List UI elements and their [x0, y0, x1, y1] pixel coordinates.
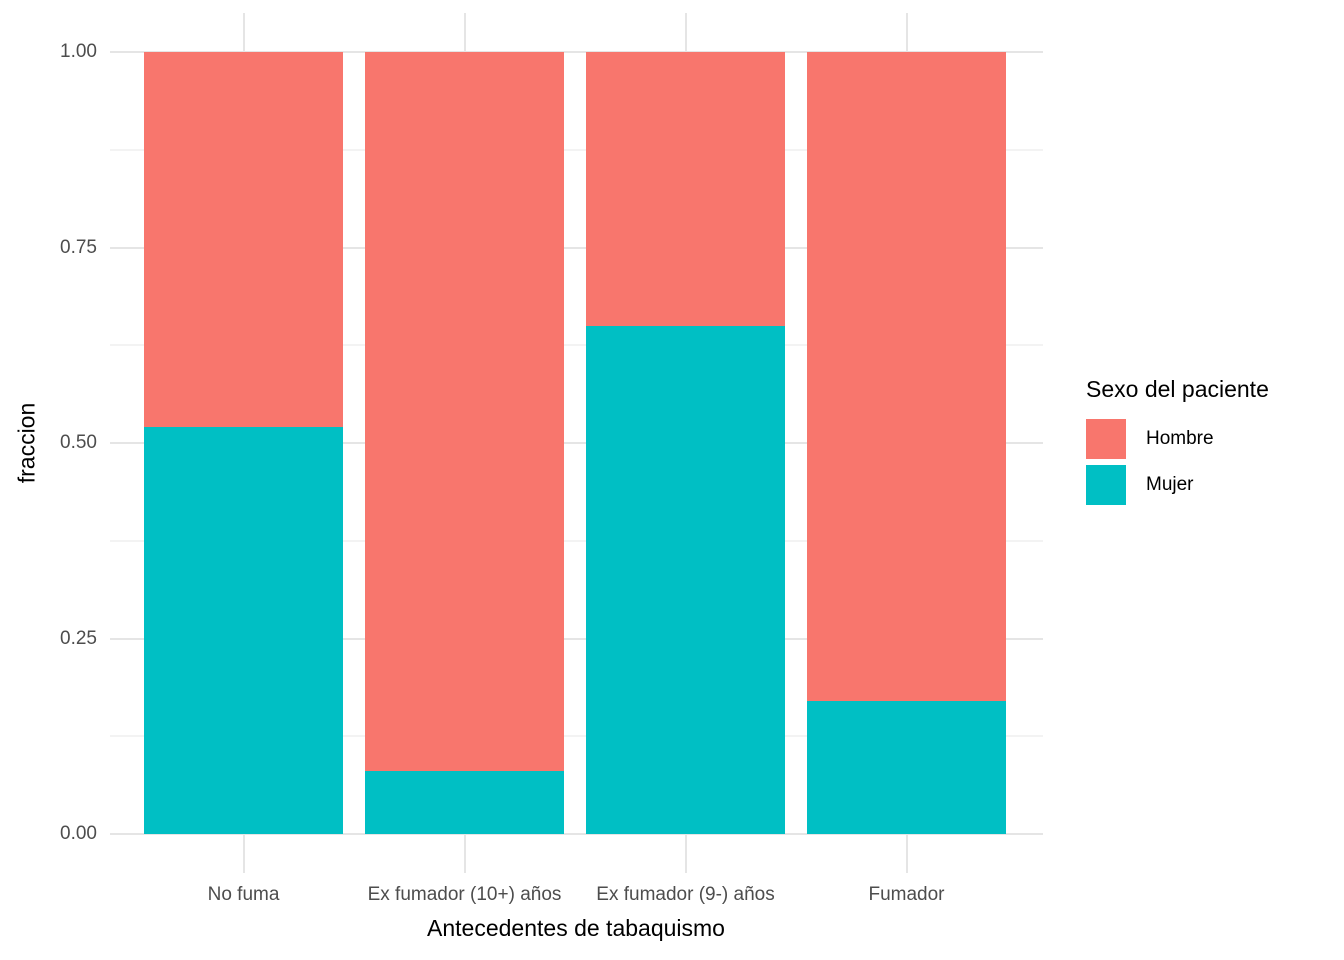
legend-key-swatch	[1086, 419, 1126, 459]
legend-label: Mujer	[1146, 474, 1194, 495]
legend-entries: Hombre Mujer	[1086, 419, 1269, 505]
bar-segment-hombre	[807, 52, 1006, 702]
y-tick-label: 1.00	[60, 41, 97, 62]
legend-key-swatch	[1086, 465, 1126, 505]
major-gridline	[110, 637, 1043, 640]
legend-entry: Mujer	[1086, 465, 1269, 505]
minor-gridline	[110, 344, 1043, 347]
plot-panel	[110, 13, 1043, 873]
x-tick-label: No fuma	[207, 884, 280, 905]
y-tick-label: 0.00	[60, 823, 97, 844]
bar-segment-mujer	[586, 325, 785, 834]
major-gridline	[110, 442, 1043, 444]
bar-segment-hombre	[586, 52, 785, 326]
bar-segment-hombre	[144, 52, 343, 428]
x-tick-label: Fumador	[868, 884, 945, 905]
minor-gridline	[110, 735, 1043, 738]
y-tick-label: 0.50	[60, 432, 97, 453]
y-tick-label: 0.25	[60, 627, 97, 649]
major-gridline	[110, 51, 1043, 53]
bar-segment-mujer	[365, 771, 564, 834]
major-gridline	[110, 246, 1043, 249]
legend-title: Sexo del paciente	[1086, 376, 1269, 402]
bar-segment-mujer	[144, 427, 343, 834]
y-tick-label: 0.75	[60, 236, 97, 258]
bar-segment-mujer	[807, 701, 1006, 834]
x-tick-label: Ex fumador (10+) años	[367, 884, 562, 905]
major-gridline	[110, 833, 1043, 835]
x-axis-title: Antecedentes de tabaquismo	[427, 915, 725, 941]
legend: Sexo del paciente Hombre Mujer	[1086, 376, 1269, 511]
minor-gridline	[110, 148, 1043, 151]
legend-label: Hombre	[1146, 428, 1214, 449]
legend-entry: Hombre	[1086, 419, 1269, 459]
minor-gridline	[110, 539, 1043, 542]
bar-segment-hombre	[365, 52, 564, 772]
x-tick-label: Ex fumador (9-) años	[596, 884, 775, 905]
